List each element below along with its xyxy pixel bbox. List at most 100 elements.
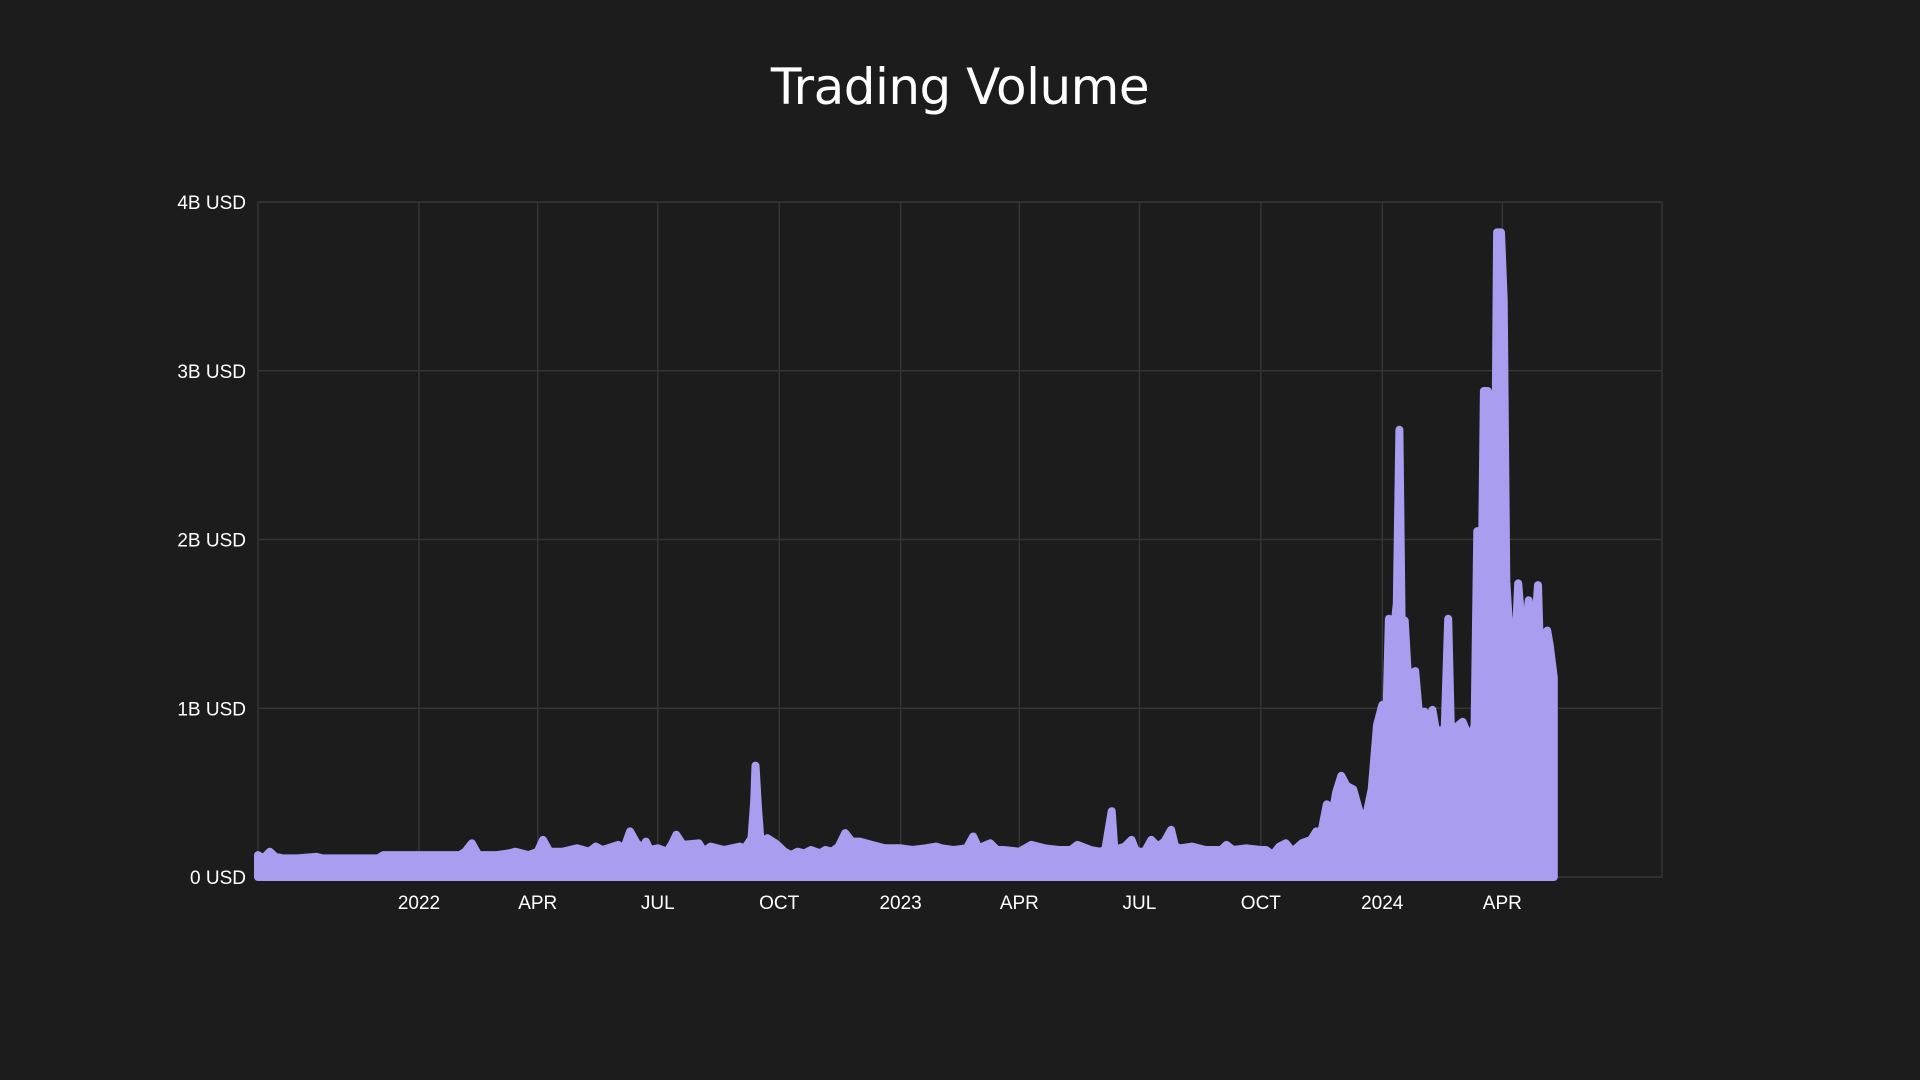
volume-point <box>1489 555 1492 558</box>
volume-point <box>940 847 943 850</box>
x-tick-label: APR <box>518 893 557 914</box>
volume-point <box>1370 788 1373 791</box>
volume-point <box>743 847 746 850</box>
volume-point <box>1443 741 1446 743</box>
volume-point <box>722 849 725 851</box>
volume-point <box>1271 854 1274 857</box>
volume-point <box>1500 231 1502 234</box>
volume-point <box>1098 850 1101 853</box>
volume-point <box>1204 849 1207 851</box>
volume-point <box>1493 580 1496 583</box>
volume-point <box>911 849 914 851</box>
volume-point <box>1225 843 1228 846</box>
volume-point <box>1391 639 1394 642</box>
volume-point <box>527 854 530 857</box>
volume-point <box>1401 656 1403 659</box>
volume-point <box>666 850 669 853</box>
volume-point <box>831 850 833 853</box>
volume-point <box>588 850 591 853</box>
volume-point <box>1465 730 1468 733</box>
volume-point <box>952 849 955 851</box>
volume-point <box>1427 724 1430 727</box>
volume-point <box>989 842 992 845</box>
y-tick-label: 0 USD <box>190 868 246 889</box>
volume-point <box>1507 622 1510 625</box>
volume-point <box>1058 849 1060 851</box>
volume-point <box>1123 845 1126 848</box>
volume-point <box>315 855 318 858</box>
volume-point <box>1291 850 1294 853</box>
volume-point <box>356 857 358 860</box>
x-tick-label: APR <box>1483 893 1522 914</box>
volume-point <box>377 857 380 860</box>
volume-point <box>642 847 645 850</box>
volume-point <box>418 854 420 857</box>
volume-point <box>1534 622 1537 625</box>
volume-point <box>1284 842 1287 845</box>
y-axis-ticks: 0 USD 1B USD 2B USD 3B USD 4B USD <box>177 193 246 889</box>
volume-point <box>1076 843 1079 846</box>
y-tick-label: 3B USD <box>177 362 246 383</box>
volume-point <box>1414 670 1417 673</box>
volume-point <box>796 850 799 853</box>
volume-point <box>709 845 712 848</box>
volume-point <box>1170 828 1173 831</box>
volume-point <box>1410 698 1413 701</box>
volume-point <box>671 842 674 845</box>
volume-point <box>783 850 786 853</box>
volume-point <box>1387 617 1390 620</box>
y-tick-label: 2B USD <box>177 531 246 552</box>
volume-point <box>594 845 597 848</box>
volume-point <box>1502 298 1505 301</box>
volume-point <box>1310 838 1312 841</box>
volume-point <box>1423 710 1426 713</box>
volume-point <box>268 850 271 853</box>
volume-point <box>635 842 638 845</box>
volume-point <box>1522 656 1525 659</box>
volume-point <box>1525 627 1528 630</box>
volume-point <box>443 854 446 857</box>
volume-point <box>675 833 678 836</box>
volume-point <box>1329 822 1332 824</box>
volume-point <box>703 850 705 853</box>
volume-point <box>754 764 757 767</box>
volume-point <box>629 830 632 833</box>
volume-point <box>1418 715 1421 718</box>
volume-point <box>1381 703 1384 706</box>
volume-point <box>1345 784 1348 787</box>
y-tick-label: 1B USD <box>177 699 246 720</box>
volume-point <box>1482 390 1485 392</box>
volume-point <box>514 850 517 853</box>
volume-point <box>601 849 604 851</box>
volume-point <box>1476 530 1479 533</box>
volume-point <box>576 847 579 850</box>
x-tick-label: OCT <box>759 893 800 914</box>
volume-point <box>1104 849 1107 851</box>
volume-point <box>1552 676 1555 679</box>
volume-point <box>321 857 324 860</box>
volume-point <box>1018 850 1021 853</box>
volume-point <box>464 850 467 853</box>
volume-point <box>1548 644 1551 647</box>
volume-point <box>819 852 822 855</box>
chart-title: Trading Volume <box>770 58 1150 116</box>
volume-point <box>1245 847 1248 850</box>
volume-point <box>1431 708 1434 711</box>
volume-point <box>738 845 741 848</box>
volume-point <box>282 857 285 860</box>
volume-point <box>1143 850 1146 853</box>
volume-point <box>1030 843 1033 846</box>
volume-point <box>1539 673 1542 676</box>
volume-point <box>1002 849 1005 851</box>
volume-point <box>507 852 510 855</box>
volume-point <box>965 847 968 850</box>
volume-point <box>1130 838 1133 841</box>
x-tick-label: JUL <box>641 893 675 914</box>
volume-point <box>1461 720 1464 723</box>
volume-point <box>778 845 781 848</box>
volume-point <box>561 850 564 853</box>
volume-point <box>1505 580 1508 583</box>
volume-point <box>1449 730 1452 733</box>
volume-point <box>1546 629 1549 632</box>
